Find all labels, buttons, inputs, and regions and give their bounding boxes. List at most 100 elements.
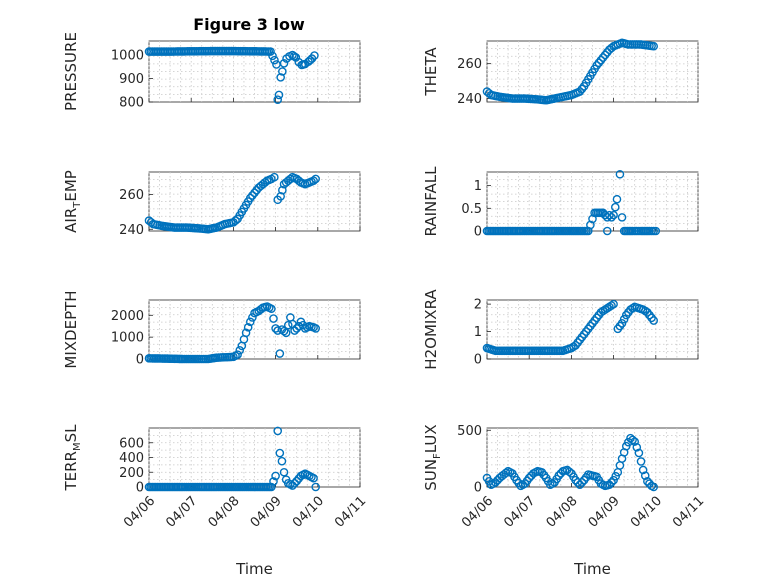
data-point	[248, 191, 257, 200]
data-point	[594, 58, 604, 68]
data-point	[311, 482, 320, 492]
data-point	[274, 90, 284, 100]
data-point	[260, 178, 270, 187]
data-point	[279, 326, 289, 336]
series-markers	[144, 172, 320, 234]
data-point	[290, 479, 299, 488]
data-point	[609, 210, 618, 220]
y-tick-label: 0	[136, 353, 144, 368]
data-point	[592, 61, 602, 70]
data-point	[278, 185, 287, 195]
data-point	[605, 480, 614, 490]
y-tick-label: 0.5	[461, 202, 482, 217]
y-axis-label: PRESSURE	[62, 32, 80, 111]
data-point	[607, 301, 616, 310]
data-point	[309, 473, 318, 483]
data-point	[266, 47, 275, 56]
x-axis-label: Time	[235, 560, 273, 578]
data-point	[600, 305, 610, 314]
y-tick-label: 0	[474, 225, 482, 240]
y-tick-label: 2	[474, 298, 482, 313]
y-axis-label: TERRMSL	[62, 424, 83, 492]
data-point	[248, 313, 257, 322]
data-point	[277, 456, 287, 466]
data-point	[640, 471, 650, 480]
data-point	[289, 51, 299, 61]
data-point	[617, 319, 627, 328]
y-axis-label-main: TERR	[62, 451, 80, 492]
data-point	[270, 172, 279, 182]
data-point	[600, 50, 610, 60]
y-axis-label-main: AIR	[62, 208, 80, 233]
data-point	[273, 326, 283, 335]
y-axis-label-rest: LUX	[422, 424, 440, 453]
data-point	[294, 176, 304, 185]
data-point	[250, 188, 259, 198]
y-tick-label: 260	[119, 188, 144, 203]
data-point	[241, 328, 251, 338]
data-point	[278, 67, 287, 76]
data-point	[628, 303, 637, 313]
data-point	[617, 213, 627, 222]
figure-title: Figure 3 low	[193, 15, 305, 34]
data-point	[269, 314, 278, 323]
data-point	[630, 437, 640, 446]
data-point	[292, 476, 302, 486]
subplot-1: 800 900 1000 PRESSURE	[62, 32, 361, 111]
y-axis-label-main: SUN	[422, 459, 440, 491]
y-tick-label: 0	[474, 353, 482, 368]
y-axis-label: SUNFLUX	[422, 424, 443, 490]
data-point	[605, 210, 614, 220]
data-point	[649, 482, 658, 492]
subplot-3: 240 260 AIRTEMP	[62, 170, 361, 238]
data-point	[649, 316, 658, 325]
data-point	[575, 480, 585, 490]
data-point	[267, 304, 276, 314]
subplot-2: 240 260 THETA	[422, 38, 699, 107]
y-axis-label: MIXDEPTH	[62, 290, 80, 368]
data-point	[275, 448, 285, 458]
x-axis-label: Time	[573, 560, 611, 578]
data-point	[231, 216, 240, 225]
data-point	[283, 320, 293, 330]
data-point	[276, 191, 285, 201]
data-point	[279, 467, 289, 477]
data-point	[491, 478, 500, 487]
data-point	[634, 448, 644, 458]
y-tick-label: 400	[119, 451, 144, 466]
y-tick-label: 1	[474, 179, 482, 194]
data-point	[305, 55, 315, 65]
data-point	[279, 58, 289, 68]
data-point	[602, 303, 612, 313]
data-point	[554, 471, 564, 480]
subplot-5: 0 1000 2000 MIXDEPTH	[62, 290, 361, 369]
data-point	[636, 457, 646, 466]
data-point	[602, 226, 612, 236]
data-point	[598, 306, 608, 316]
y-tick-label: 600	[119, 436, 144, 451]
y-tick-label: 2000	[111, 309, 144, 324]
y-axis-label-rest: SL	[62, 424, 80, 443]
data-point	[271, 471, 280, 481]
y-tick-label: 500	[457, 424, 482, 439]
y-axis-label-subscript: T	[72, 201, 83, 209]
data-point	[607, 213, 616, 222]
series-markers	[482, 169, 661, 236]
data-point	[275, 349, 285, 358]
series-markers	[482, 433, 658, 492]
y-tick-label: 900	[119, 72, 144, 87]
series-markers	[144, 302, 320, 364]
y-axis-label-rest: EMP	[62, 170, 80, 201]
y-tick-label: 800	[119, 96, 144, 111]
data-point	[268, 51, 277, 61]
data-point	[276, 73, 285, 82]
data-point	[649, 41, 658, 51]
data-point	[577, 478, 587, 487]
data-point	[577, 84, 587, 94]
data-point	[632, 442, 642, 452]
y-axis-label: THETA	[422, 47, 440, 97]
data-point	[501, 468, 511, 478]
series-markers	[482, 299, 658, 356]
y-axis-label-subscript: F	[432, 453, 443, 459]
series-markers	[144, 426, 320, 492]
